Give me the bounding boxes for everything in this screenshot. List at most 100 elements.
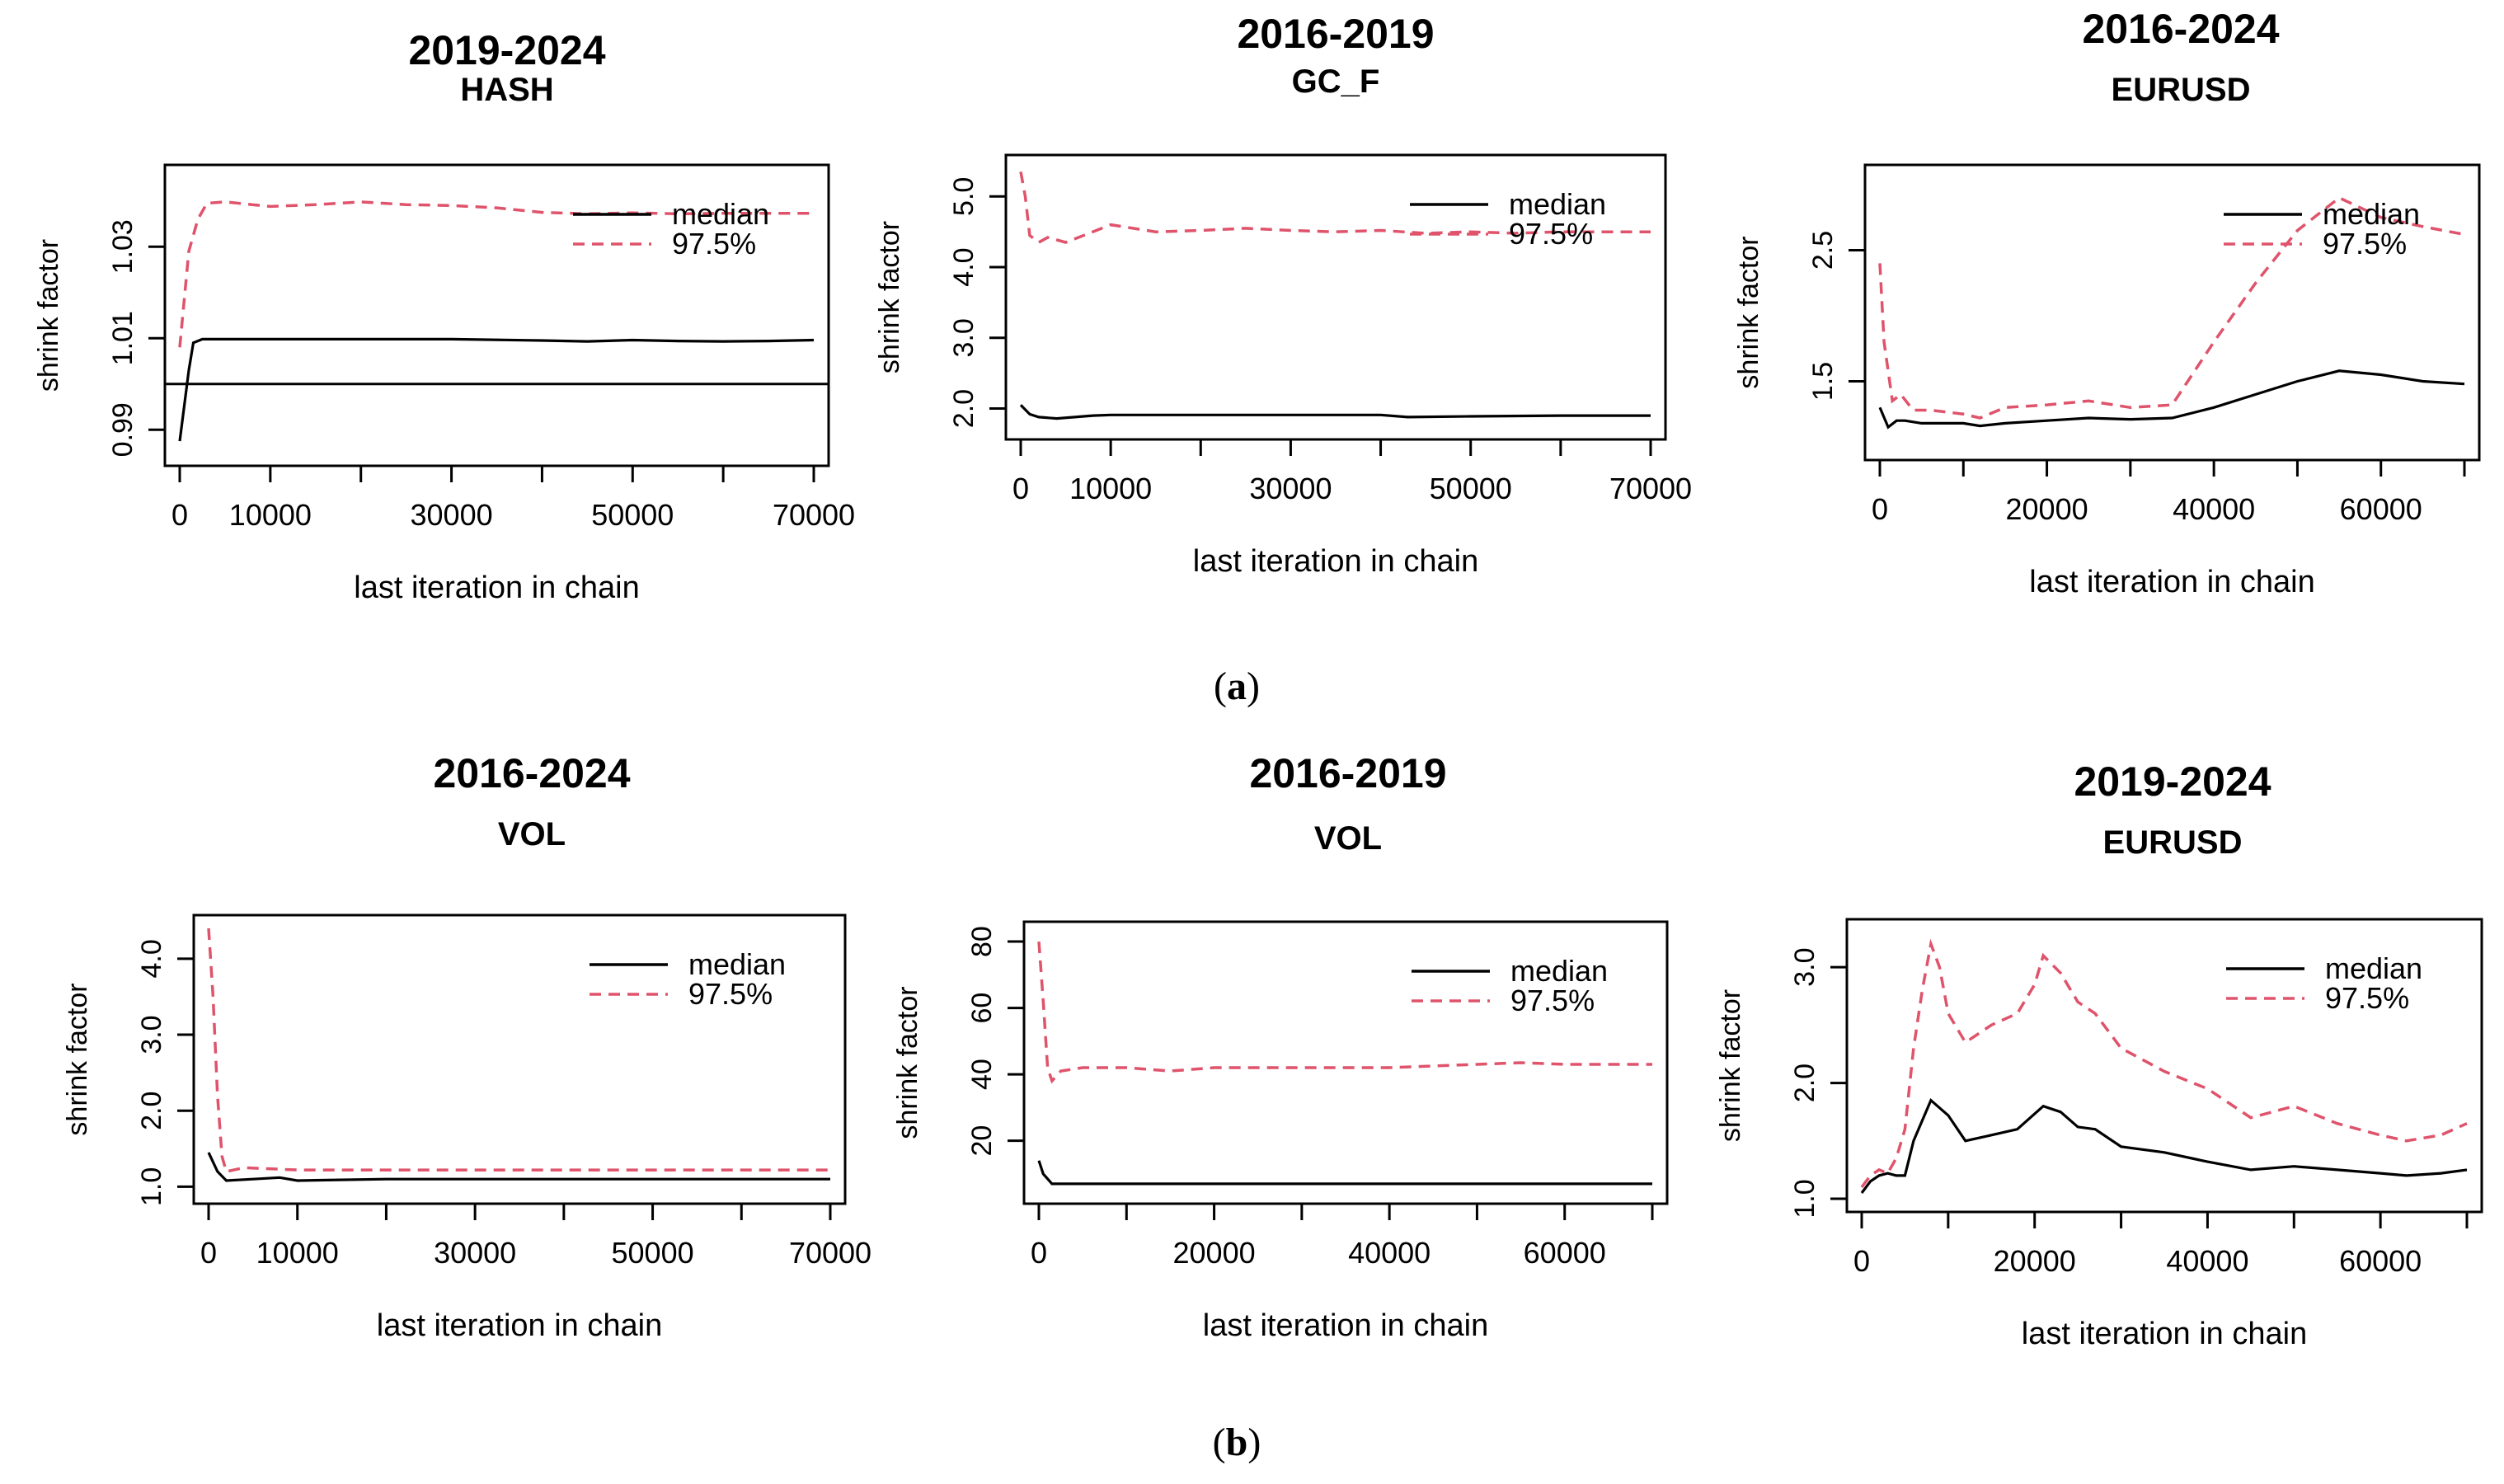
y-tick-label: 4.0 xyxy=(948,247,980,286)
series-line-97-5 xyxy=(1878,195,2465,420)
y-tick-label: 4.0 xyxy=(136,939,167,978)
x-tick-label: 50000 xyxy=(612,1236,694,1270)
y-tick-label: 40 xyxy=(966,1059,998,1090)
plot-frame xyxy=(1004,153,1667,441)
legend-label: median xyxy=(1509,187,1606,221)
y-axis-label: shrink factor xyxy=(1733,236,1764,388)
y-tick-label: 1.0 xyxy=(136,1167,167,1206)
y-tick-label: 0.99 xyxy=(107,402,139,457)
plot-frame xyxy=(192,913,847,1205)
series-line-median xyxy=(178,337,815,442)
x-axis-label: last iteration in chain xyxy=(377,1308,662,1343)
x-tick-label: 0 xyxy=(200,1236,217,1270)
x-tick-label: 30000 xyxy=(1249,472,1332,505)
chart-subtitle: EURUSD xyxy=(2103,824,2243,861)
y-axis-label: shrink factor xyxy=(874,221,905,373)
legend-label: 97.5% xyxy=(672,227,756,261)
plot-frame xyxy=(163,163,830,467)
series-line-median xyxy=(1019,404,1651,420)
x-tick-label: 60000 xyxy=(2340,492,2422,526)
x-tick-label: 70000 xyxy=(773,498,855,532)
x-tick-label: 50000 xyxy=(591,498,674,532)
x-tick-label: 40000 xyxy=(1348,1236,1431,1270)
y-tick-label: 1.03 xyxy=(107,219,139,274)
x-tick-label: 10000 xyxy=(1069,472,1152,505)
series-line-97-5 xyxy=(207,928,830,1174)
x-tick-label: 60000 xyxy=(1524,1236,1606,1270)
x-tick-label: 0 xyxy=(1012,472,1029,505)
chart-subtitle: HASH xyxy=(460,72,553,108)
y-tick-label: 2.0 xyxy=(1789,1064,1820,1102)
x-tick-label: 0 xyxy=(1853,1244,1870,1278)
legend-label: median xyxy=(688,947,786,981)
series-line-median xyxy=(1037,1160,1652,1186)
y-axis-label: shrink factor xyxy=(33,239,64,392)
chart-title: 2019-2024 xyxy=(2074,758,2271,805)
legend-label: 97.5% xyxy=(1509,217,1593,251)
legend-label: 97.5% xyxy=(1510,984,1595,1017)
chart-title: 2016-2019 xyxy=(1237,11,1434,57)
plot-frame xyxy=(1863,163,2481,462)
x-tick-label: 30000 xyxy=(411,498,493,532)
panel-label-b: (b) xyxy=(1213,1421,1261,1464)
y-tick-label: 3.0 xyxy=(136,1015,167,1054)
x-axis-label: last iteration in chain xyxy=(2022,1317,2307,1351)
chart-subtitle: VOL xyxy=(498,816,566,852)
chart-4: 2016-2024 VOL 0 10000 30000 50000 70000 1.0 2.0 3… xyxy=(62,750,871,1343)
chart-subtitle: EURUSD xyxy=(2112,72,2251,108)
plot-frame xyxy=(1845,918,2483,1214)
chart-3: 2016-2024 EURUSD 0 20000 40000 60000 1.5 2.5 las… xyxy=(1733,6,2481,599)
y-tick-label: 20 xyxy=(966,1125,998,1157)
legend-label: median xyxy=(2323,197,2420,231)
series-line-median xyxy=(207,1152,830,1182)
x-axis-label: last iteration in chain xyxy=(354,571,639,605)
x-tick-label: 0 xyxy=(171,498,188,532)
plot-frame xyxy=(1022,920,1669,1205)
chart-6: 2019-2024 EURUSD 0 20000 40000 60000 1.0 2.0 3.0… xyxy=(1715,758,2483,1351)
y-tick-label: 60 xyxy=(966,993,998,1024)
y-tick-label: 1.0 xyxy=(1789,1179,1820,1218)
x-tick-label: 0 xyxy=(1872,492,1888,526)
panel-label-a: (a) xyxy=(1214,665,1260,708)
legend-label: median xyxy=(672,197,769,231)
x-tick-label: 0 xyxy=(1031,1236,1047,1270)
chart-title: 2016-2024 xyxy=(2082,6,2279,52)
y-tick-label: 2.0 xyxy=(948,389,980,428)
panel-label-b-letter: b xyxy=(1226,1421,1248,1464)
y-axis-label: shrink factor xyxy=(892,986,923,1139)
x-axis-label: last iteration in chain xyxy=(2029,565,2314,599)
x-tick-label: 10000 xyxy=(256,1236,339,1270)
chart-title: 2019-2024 xyxy=(408,27,605,73)
y-tick-label: 3.0 xyxy=(1789,947,1820,986)
x-tick-label: 20000 xyxy=(2006,492,2088,526)
panel-label-a-letter: a xyxy=(1227,665,1247,708)
y-tick-label: 80 xyxy=(966,926,998,957)
series-line-median xyxy=(1878,369,2465,430)
chart-title: 2016-2024 xyxy=(433,750,630,796)
x-tick-label: 60000 xyxy=(2339,1244,2422,1278)
x-tick-label: 70000 xyxy=(1609,472,1692,505)
chart-title: 2016-2019 xyxy=(1249,750,1446,796)
x-tick-label: 50000 xyxy=(1430,472,1512,505)
chart-2: 2016-2019 GC_F 0 10000 30000 50000 70000 2.0 3.0… xyxy=(874,11,1692,579)
x-tick-label: 10000 xyxy=(229,498,312,532)
x-tick-label: 20000 xyxy=(1173,1236,1256,1270)
legend-label: median xyxy=(2325,951,2422,985)
x-tick-label: 40000 xyxy=(2173,492,2255,526)
x-axis-label: last iteration in chain xyxy=(1193,544,1478,579)
x-tick-label: 70000 xyxy=(789,1236,871,1270)
y-tick-label: 1.01 xyxy=(107,311,139,365)
y-axis-label: shrink factor xyxy=(1715,989,1746,1142)
x-tick-label: 20000 xyxy=(1994,1244,2076,1278)
legend-label: 97.5% xyxy=(2325,981,2409,1015)
y-tick-label: 1.5 xyxy=(1807,362,1839,401)
series-line-97-5 xyxy=(178,200,814,348)
legend-label: 97.5% xyxy=(688,977,773,1011)
chart-subtitle: GC_F xyxy=(1292,63,1380,100)
x-tick-label: 40000 xyxy=(2166,1244,2248,1278)
y-axis-label: shrink factor xyxy=(62,983,93,1135)
series-line-median xyxy=(1860,1097,2468,1194)
legend-label: median xyxy=(1510,954,1608,988)
